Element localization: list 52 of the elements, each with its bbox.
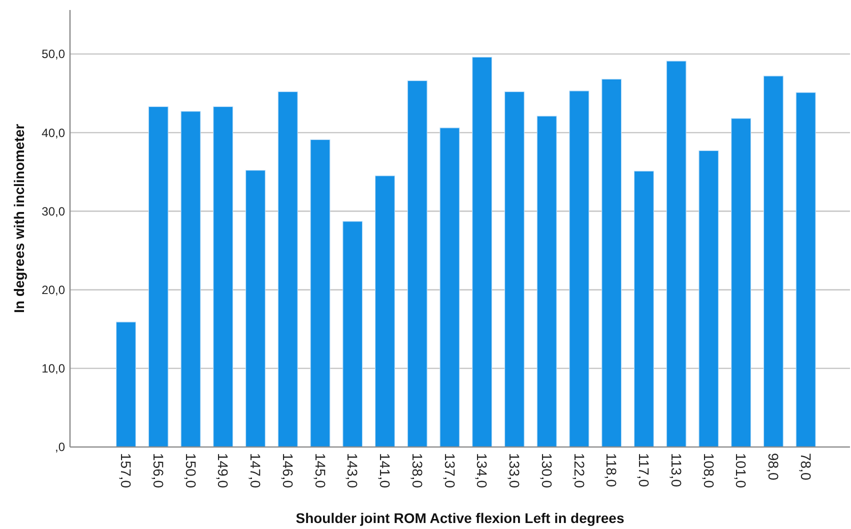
y-axis-title: In degrees with inclinometer	[11, 123, 27, 314]
bar	[666, 60, 686, 448]
bar	[374, 176, 395, 448]
x-tick-label: 117,0	[636, 453, 652, 488]
y-tick-label: 50,0	[42, 47, 66, 62]
y-tick-label: ,0	[54, 440, 66, 454]
bar	[796, 92, 816, 448]
bar	[763, 76, 784, 448]
bar	[634, 170, 654, 448]
x-tick-label: 108,0	[700, 453, 717, 488]
y-tick-label: 30,0	[42, 204, 66, 218]
x-tick-label: 147,0	[248, 453, 264, 488]
x-tick-label: 78,0	[798, 453, 814, 480]
x-tick-label: 133,0	[506, 453, 523, 488]
x-tick-label: 145,0	[312, 453, 328, 488]
x-tick-label: 150,0	[182, 453, 199, 488]
x-tick-label: 156,0	[150, 453, 166, 488]
bar	[310, 139, 330, 448]
x-tick-label: 143,0	[344, 453, 361, 488]
y-tick-label: 20,0	[42, 283, 66, 298]
x-tick-label: 122,0	[571, 453, 588, 488]
x-tick-label: 130,0	[538, 453, 555, 488]
bar	[278, 91, 298, 448]
bar	[148, 106, 168, 448]
x-tick-label: 113,0	[668, 453, 684, 488]
x-axis-title: Shoulder joint ROM Active flexion Left in degrees	[296, 510, 624, 526]
bar	[602, 78, 622, 448]
y-tick-label: 40,0	[42, 126, 66, 140]
x-tick-label: 141,0	[377, 453, 394, 488]
x-tick-label: 157,0	[118, 453, 134, 488]
x-tick-label: 138,0	[409, 453, 426, 488]
bar	[472, 56, 492, 448]
bar	[440, 128, 460, 448]
bar	[180, 111, 201, 448]
y-tick-label: 10,0	[42, 362, 66, 376]
bar	[245, 170, 266, 448]
x-tick-label: 149,0	[215, 453, 232, 488]
bar	[504, 91, 524, 448]
bar	[536, 116, 557, 448]
bar	[731, 118, 752, 448]
x-tick-label: 134,0	[474, 453, 490, 488]
x-tick-label: 137,0	[442, 453, 458, 488]
x-tick-label: 146,0	[280, 453, 296, 488]
bar	[407, 80, 428, 448]
bar	[116, 322, 136, 448]
bar	[213, 106, 234, 448]
bar	[569, 90, 590, 448]
bar	[342, 221, 363, 448]
x-tick-label: 101,0	[733, 453, 750, 488]
x-tick-label: 118,0	[604, 453, 620, 488]
bar	[698, 150, 719, 448]
x-tick-label: 98,0	[766, 453, 782, 480]
